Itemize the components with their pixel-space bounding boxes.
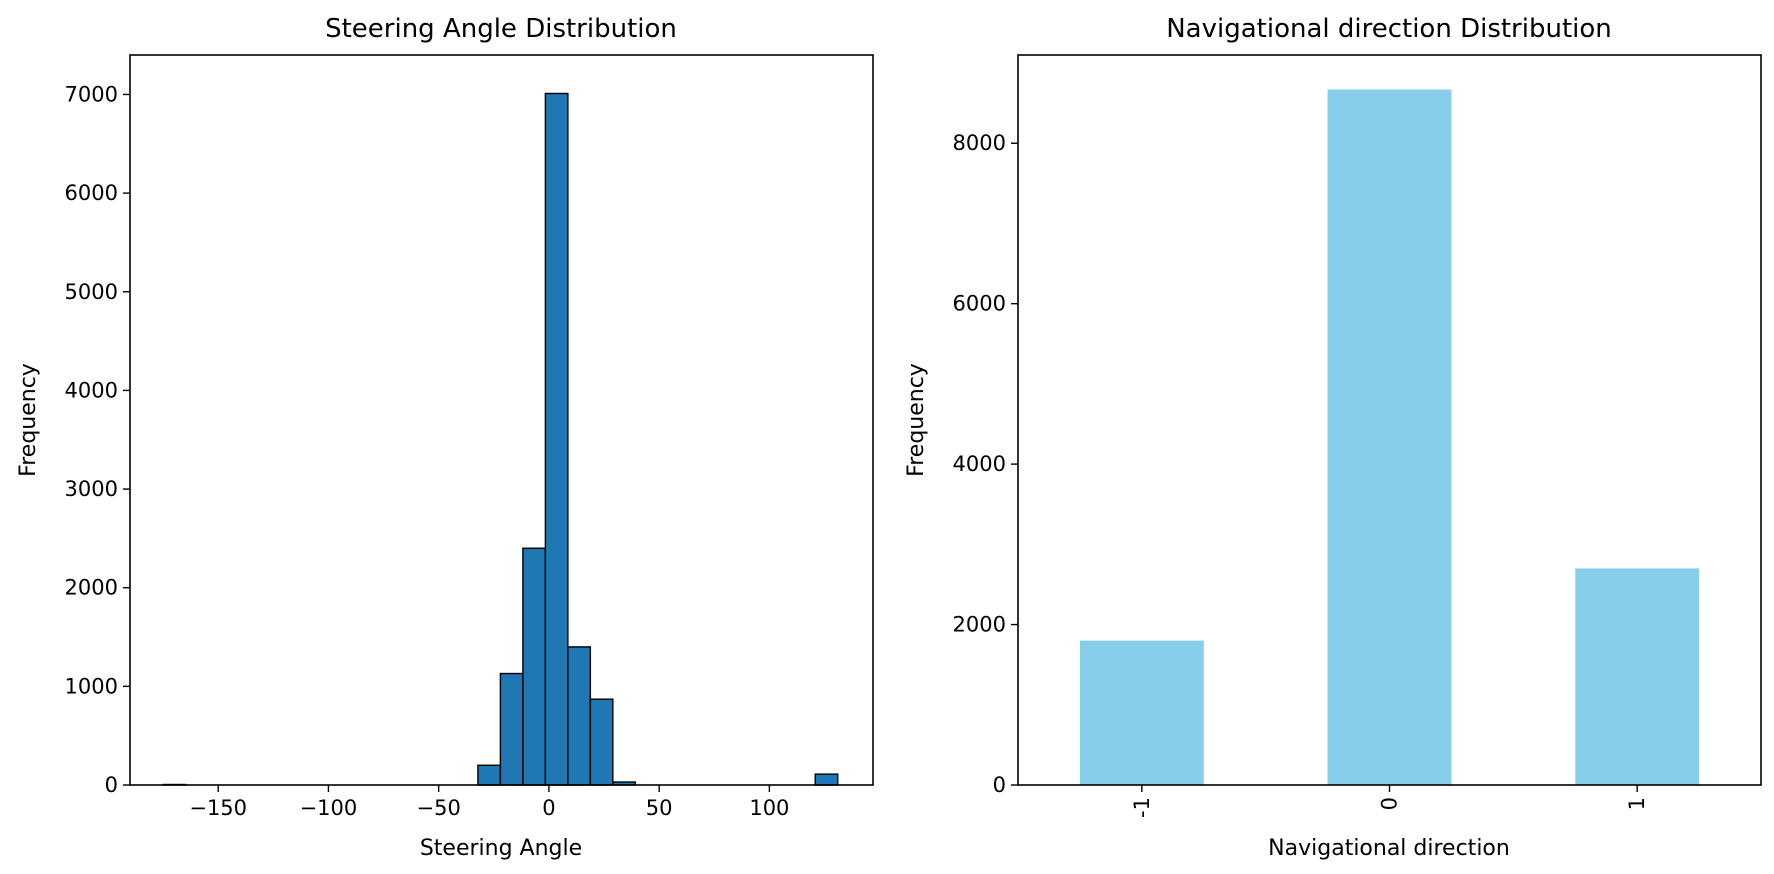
y-tick-label: 1000: [65, 674, 118, 698]
chart-title: Steering Angle Distribution: [325, 14, 677, 44]
y-axis-ticks: 0 2000 4000 6000 8000: [953, 131, 1018, 797]
x-tick-label: 0: [1378, 797, 1402, 810]
x-tick-label: 1: [1625, 797, 1649, 810]
y-tick-label: 0: [105, 773, 118, 797]
histogram-bar: [814, 773, 839, 786]
histogram-bar: [499, 672, 524, 786]
x-tick-label: 50: [646, 796, 673, 820]
bar-series: [1079, 89, 1700, 785]
histogram-bar: [589, 698, 614, 786]
y-tick-label: 8000: [953, 131, 1006, 155]
chart-title: Navigational direction Distribution: [1166, 14, 1612, 44]
y-axis-ticks: 0 1000 2000 3000 4000 5000 6000 7000: [65, 82, 130, 797]
x-tick-label: −150: [189, 796, 247, 820]
y-tick-label: 3000: [65, 477, 118, 501]
bar: [1327, 89, 1452, 785]
x-axis-ticks: -1 0 1: [1130, 785, 1649, 818]
y-tick-label: 2000: [953, 613, 1006, 637]
histogram-bar: [522, 547, 547, 786]
x-axis-ticks: −150 −100 −50 0 50 100: [189, 785, 789, 820]
x-tick-label: −50: [417, 796, 461, 820]
bar: [1575, 568, 1700, 785]
plot-frame: [1017, 54, 1762, 786]
y-tick-label: 5000: [65, 280, 118, 304]
y-tick-label: 4000: [65, 378, 118, 402]
y-tick-label: 7000: [65, 82, 118, 106]
steering-histogram-chart: Steering Angle Distribution −150 −100 −50 0…: [16, 14, 874, 861]
histogram-bar: [544, 92, 569, 786]
plot-frame: [129, 54, 874, 786]
x-tick-label: -1: [1130, 797, 1154, 818]
x-tick-label: 0: [542, 796, 555, 820]
histogram-bar: [477, 764, 502, 786]
x-axis-label: Navigational direction: [1268, 836, 1510, 861]
histogram-bar: [567, 646, 592, 786]
y-axis-label: Frequency: [16, 363, 41, 477]
y-axis-label: Frequency: [904, 363, 929, 477]
x-tick-label: 100: [749, 796, 789, 820]
y-tick-label: 2000: [65, 576, 118, 600]
y-tick-label: 4000: [953, 452, 1006, 476]
y-tick-label: 6000: [953, 292, 1006, 316]
navigational-direction-bar-chart: Navigational direction Distribution -1 0 1…: [904, 14, 1762, 861]
x-tick-label: −100: [300, 796, 358, 820]
y-tick-label: 0: [993, 773, 1006, 797]
bar: [1079, 640, 1204, 785]
histogram-bars: [162, 92, 839, 786]
y-tick-label: 6000: [65, 181, 118, 205]
x-axis-label: Steering Angle: [420, 836, 582, 861]
